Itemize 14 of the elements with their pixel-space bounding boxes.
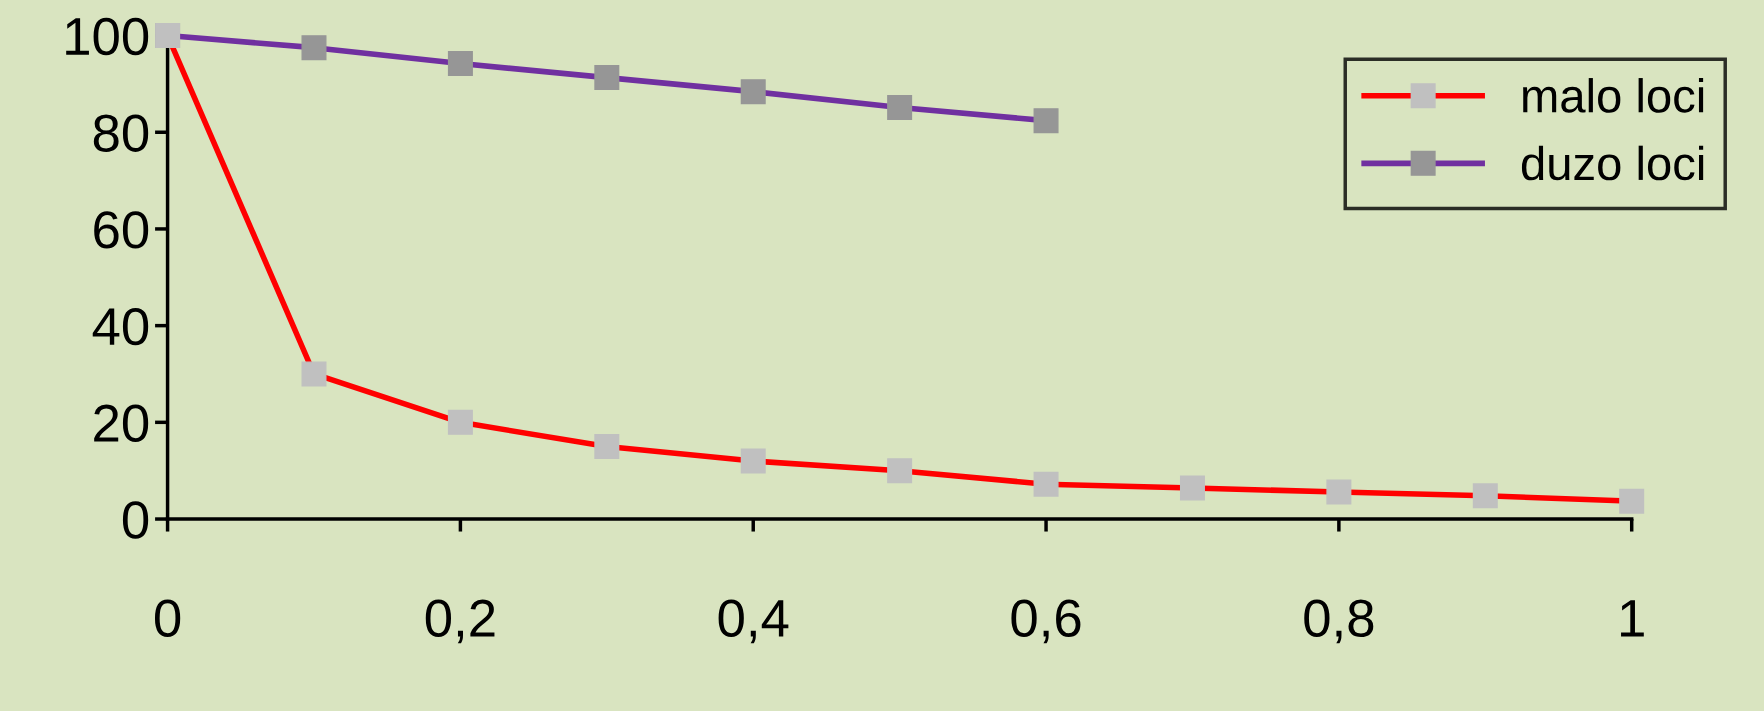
y-tick-label: 0 bbox=[122, 501, 149, 539]
x-tick-label: 0,8 bbox=[1304, 599, 1374, 644]
y-tick-label: 80 bbox=[93, 114, 149, 152]
x-tick-label: 0,4 bbox=[718, 599, 789, 644]
y-tick-label: 60 bbox=[94, 211, 149, 249]
x-tick-label: 1 bbox=[1621, 600, 1644, 637]
x-tick-label: 0,6 bbox=[1011, 599, 1081, 644]
y-tick-label: 100 bbox=[66, 17, 149, 56]
legend-label: duzo loci bbox=[1521, 145, 1704, 181]
y-tick-label: 40 bbox=[92, 307, 149, 346]
x-tick-label: 0,2 bbox=[425, 599, 495, 644]
y-tick-label: 20 bbox=[94, 404, 149, 442]
legend-label: malo loci bbox=[1523, 78, 1704, 113]
x-tick-label: 0 bbox=[154, 599, 181, 637]
